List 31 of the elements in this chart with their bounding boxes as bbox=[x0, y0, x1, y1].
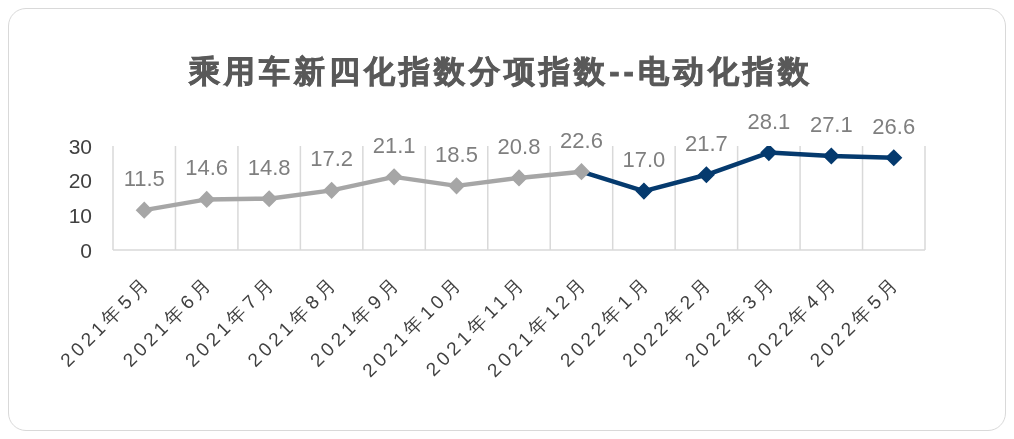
point bbox=[323, 182, 340, 199]
point bbox=[198, 191, 215, 208]
y-tick-label: 0 bbox=[80, 238, 92, 262]
data-label: 17.2 bbox=[310, 146, 354, 172]
data-label: 18.5 bbox=[435, 141, 478, 167]
point bbox=[385, 168, 403, 186]
data-label: 27.1 bbox=[809, 111, 853, 137]
y-tick-label: 30 bbox=[68, 134, 92, 158]
data-label: 22.6 bbox=[560, 127, 603, 153]
data-label: 11.5 bbox=[123, 166, 165, 192]
point bbox=[573, 163, 590, 180]
data-label: 17.0 bbox=[622, 146, 666, 172]
data-label: 14.8 bbox=[247, 154, 291, 180]
point bbox=[823, 147, 840, 165]
point bbox=[760, 146, 778, 161]
point bbox=[135, 201, 153, 219]
point bbox=[260, 190, 278, 207]
data-label: 20.8 bbox=[497, 133, 541, 159]
data-label: 21.7 bbox=[684, 130, 728, 156]
point bbox=[635, 182, 653, 200]
data-label: 26.6 bbox=[872, 113, 916, 139]
data-label: 14.6 bbox=[185, 155, 229, 181]
point bbox=[885, 149, 903, 167]
point bbox=[448, 177, 465, 195]
y-tick-label: 20 bbox=[68, 169, 92, 193]
chart-title: 乘用车新四化指数分项指数--电动化指数 bbox=[188, 54, 814, 90]
data-label: 28.1 bbox=[747, 108, 791, 134]
point bbox=[698, 166, 715, 184]
point bbox=[510, 169, 528, 187]
y-tick-label: 10 bbox=[68, 203, 92, 227]
data-label: 21.1 bbox=[372, 132, 416, 158]
